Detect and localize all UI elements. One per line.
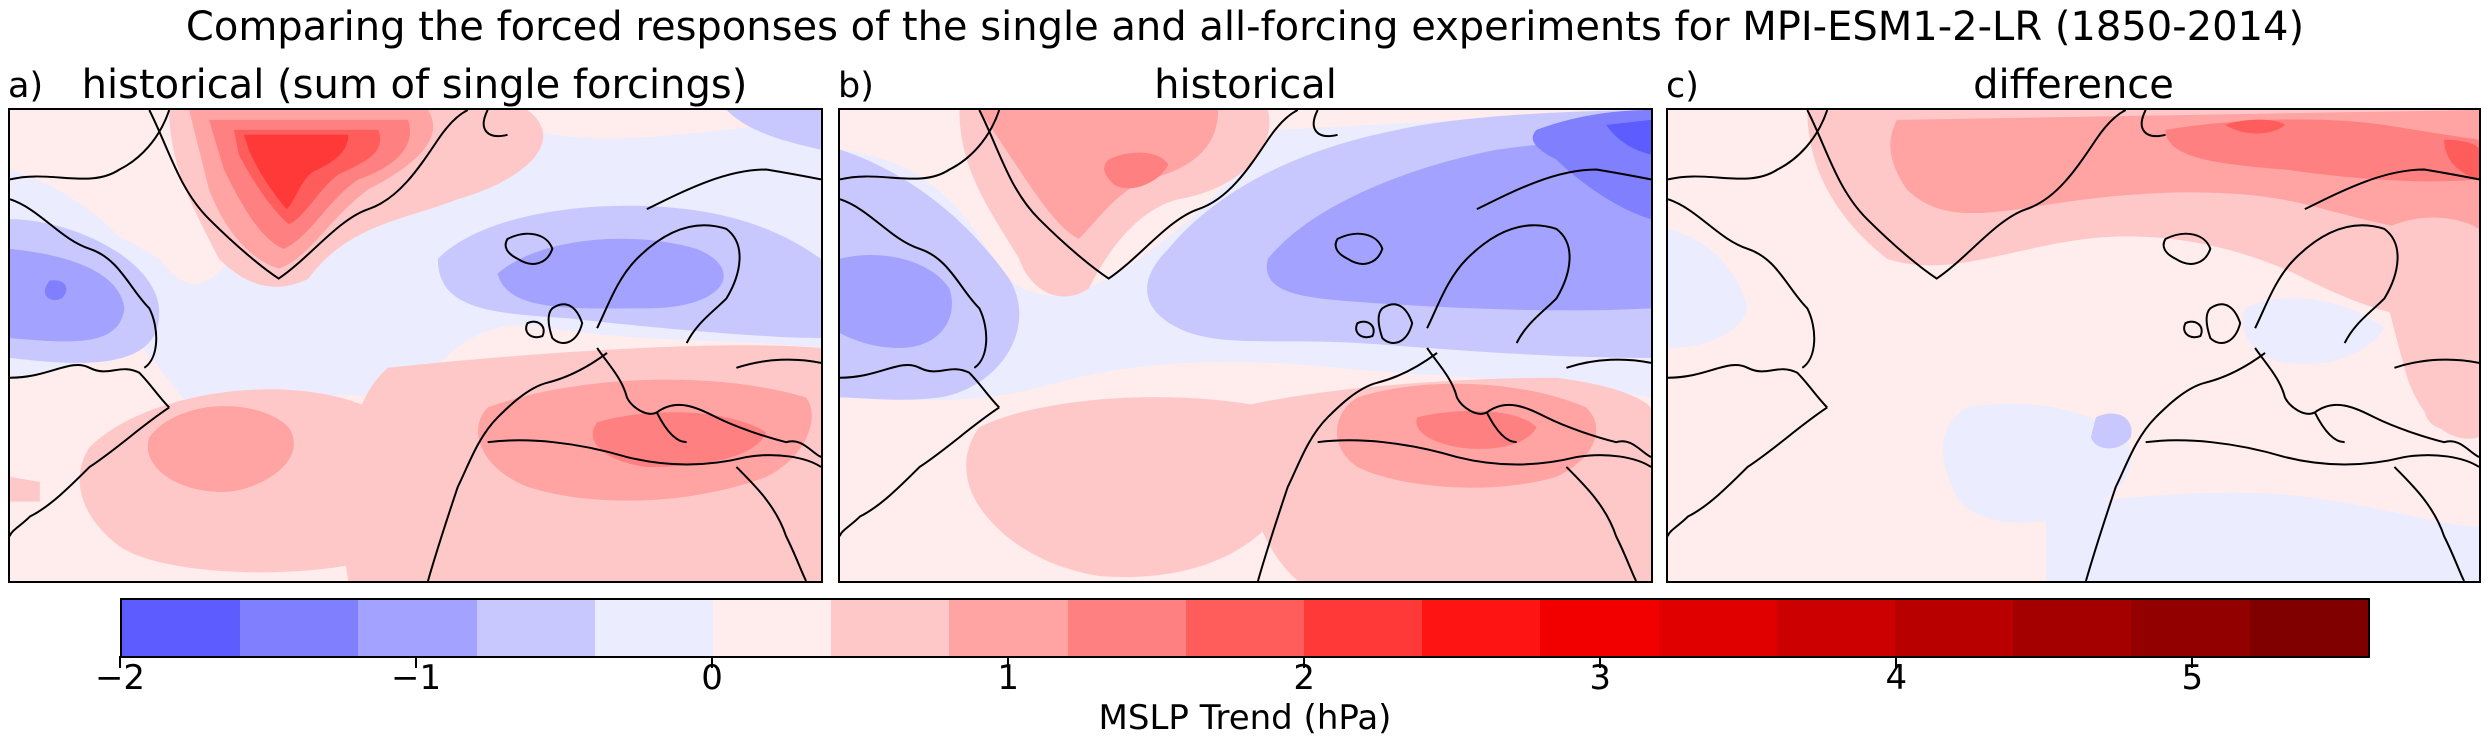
colorbar-cell [1540, 600, 1659, 656]
figure-title: Comparing the forced responses of the si… [185, 4, 2305, 50]
panel-a-label: a) [8, 66, 44, 106]
map-c-svg [1668, 110, 2479, 581]
colorbar-cell [1658, 600, 1777, 656]
panel-b-title: historical [1154, 62, 1337, 108]
colorbar-tick-label: −1 [390, 658, 442, 698]
map-a-svg [10, 110, 821, 581]
subtropical-high-1 [966, 397, 1298, 577]
colorbar-cell [476, 600, 595, 656]
panel-b-label: b) [838, 66, 874, 106]
colorbar-tick [415, 656, 418, 668]
southeast-high [2424, 407, 2451, 429]
colorbar-tick [1599, 656, 1602, 668]
eastern-high-1 [2381, 217, 2479, 439]
map-panel-a [8, 108, 823, 583]
arctic-low [726, 110, 821, 150]
colorbar [120, 598, 2370, 658]
colorbar-ticks [119, 656, 2370, 670]
small-low [2090, 413, 2132, 449]
colorbar-tick-label: 2 [1293, 658, 1316, 698]
colorbar-cell [240, 600, 359, 656]
colorbar-cell [358, 600, 477, 656]
colorbar-cell [831, 600, 950, 656]
colorbar-cell [122, 600, 241, 656]
northern-high-4 [2225, 119, 2285, 134]
greenland-high-3 [1104, 152, 1169, 189]
arctic-low-4 [1606, 119, 1651, 155]
colorbar-cell [1422, 600, 1541, 656]
labrador-low-2 [840, 255, 952, 348]
greenland-high-5 [243, 134, 349, 210]
panel-c-label: c) [1666, 66, 1699, 106]
colorbar-cell [2131, 600, 2250, 656]
colorbar-tick [711, 656, 714, 668]
colorbar-tick-label: 0 [701, 658, 723, 698]
colorbar-cell [713, 600, 832, 656]
colorbar-tick [1303, 656, 1306, 668]
colorbar-tick-label: 3 [1589, 658, 1612, 698]
colorbar-cell [1304, 600, 1423, 656]
labrador-low-3 [44, 280, 67, 301]
coastlines [840, 110, 1651, 581]
colorbar-tick [1895, 656, 1898, 668]
colorbar-cell [949, 600, 1068, 656]
map-b-svg [840, 110, 1651, 581]
scandinavia-low-2 [497, 238, 724, 309]
subtropical-high-2 [147, 406, 294, 492]
south-negative [2046, 492, 2479, 581]
map-panel-c [1666, 108, 2481, 583]
colorbar-tick [2191, 656, 2194, 668]
colorbar-cell [2249, 600, 2368, 656]
colorbar-tick-label: 5 [2181, 658, 2204, 698]
colorbar-cell [594, 600, 714, 656]
coastlines [10, 110, 821, 581]
colorbar-cell [1185, 600, 1305, 656]
northern-high-3 [2165, 119, 2479, 182]
colorbar-tick-label: 1 [997, 658, 1019, 698]
greenland-high-2 [979, 110, 1219, 239]
colorbar-cell [1067, 600, 1186, 656]
colorbar-label: MSLP Trend (hPa) [1098, 698, 1392, 738]
eastern-high-2 [2444, 139, 2479, 180]
colorbar-tick-label: 4 [1885, 658, 1908, 698]
central-negative [1942, 403, 2132, 523]
map-panel-b [838, 108, 1653, 583]
coastlines [1668, 110, 2479, 581]
colorbar-tick [119, 656, 121, 668]
colorbar-cell [2013, 600, 2132, 656]
east-negative [2242, 297, 2385, 365]
colorbar-tick-label: −2 [94, 658, 146, 698]
weak-negative-band [10, 119, 821, 438]
colorbar-cell [1895, 600, 2014, 656]
colorbar-tick [1007, 656, 1010, 668]
west-edge-high [10, 476, 40, 502]
panel-a-title: historical (sum of single forcings) [81, 62, 748, 108]
west-negative [1668, 228, 1748, 348]
panel-c-title: difference [1973, 62, 2174, 108]
labrador-low-2 [10, 248, 125, 342]
colorbar-cell [1776, 600, 1896, 656]
